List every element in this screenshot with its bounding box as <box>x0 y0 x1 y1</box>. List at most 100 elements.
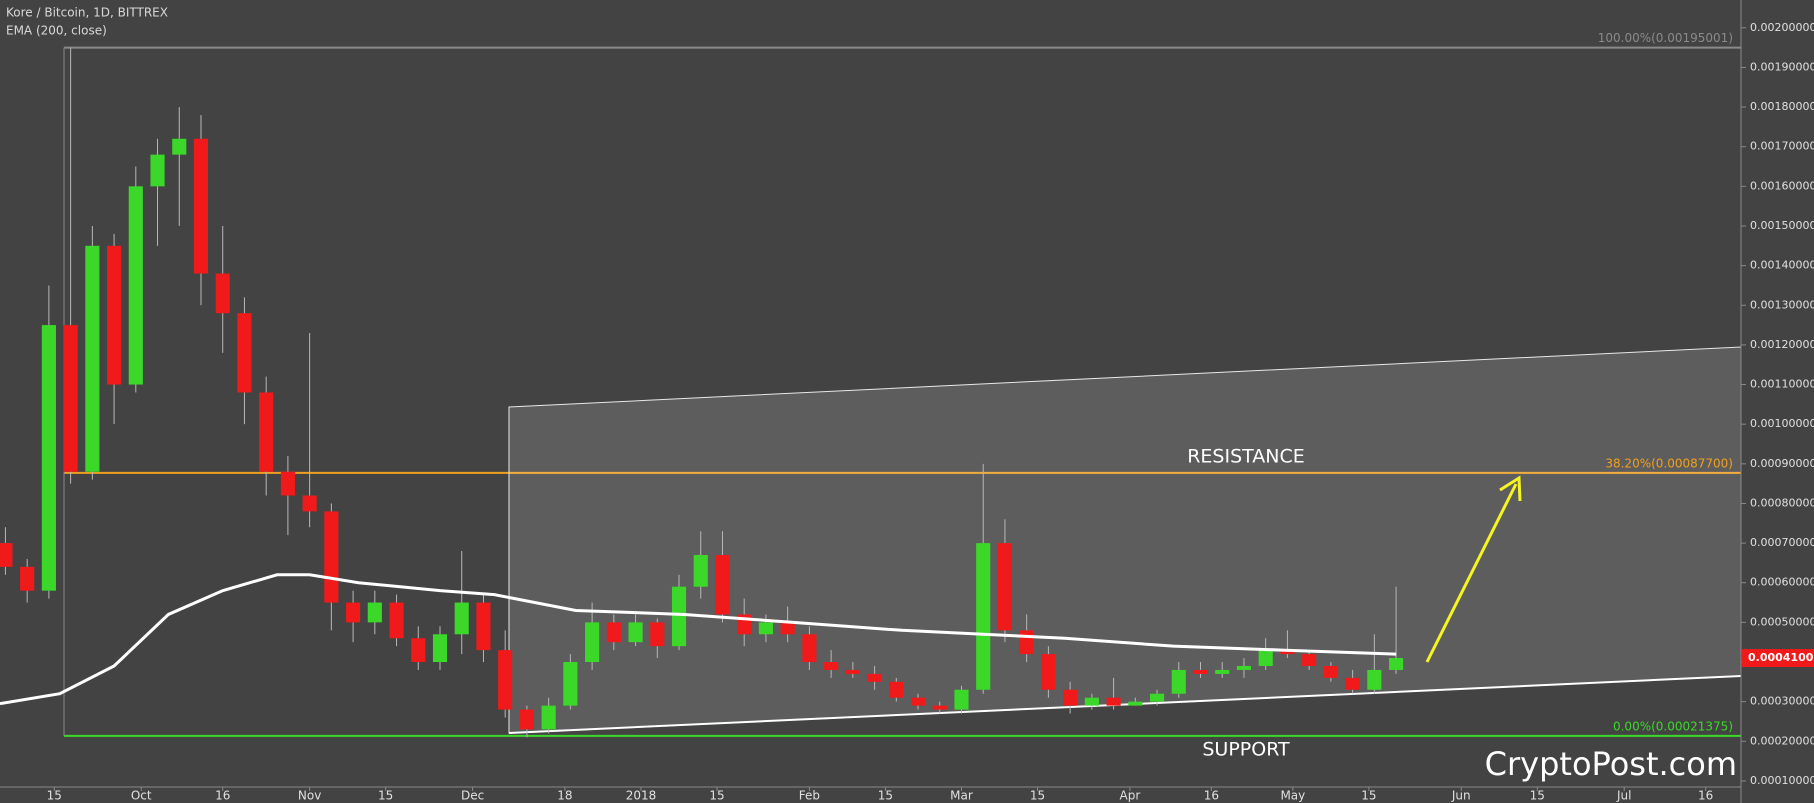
x-tick-label: Mar <box>950 789 973 803</box>
x-tick-label: 16 <box>1204 789 1219 803</box>
candle-body <box>1323 665 1338 678</box>
chart-title: Kore / Bitcoin, 1D, BITTREX <box>6 6 168 20</box>
candle-body <box>346 602 361 623</box>
candle-body <box>606 622 621 643</box>
indicator-label: EMA (200, close) <box>6 24 107 38</box>
candle-body <box>628 622 643 643</box>
candle-body <box>150 154 165 187</box>
candle-body <box>63 325 78 472</box>
y-tick-label: 0.00010000 <box>1750 774 1814 787</box>
candle-body <box>1149 693 1165 702</box>
candle-body <box>107 245 122 385</box>
y-tick-label: 0.00050000 <box>1750 615 1814 628</box>
candle-body <box>1171 669 1186 694</box>
candle-body <box>237 313 252 393</box>
candle-body <box>367 602 382 623</box>
y-tick-label: 0.00170000 <box>1750 140 1814 153</box>
candle-body <box>1302 654 1317 666</box>
y-tick-label: 0.00140000 <box>1750 259 1814 272</box>
x-tick-label: May <box>1280 789 1305 803</box>
x-tick-label: Oct <box>131 789 152 803</box>
candle-body <box>932 705 947 710</box>
candle-body <box>1258 650 1273 666</box>
fib-label: 38.20%(0.00087700) <box>1605 456 1733 470</box>
candle-body <box>585 622 600 663</box>
candle-body <box>128 186 143 385</box>
y-tick-label: 0.00190000 <box>1750 60 1814 73</box>
candle-body <box>802 634 817 663</box>
candle-body <box>1215 669 1230 674</box>
channel-support-line <box>508 675 1742 734</box>
channel <box>508 346 1742 734</box>
axes: 0.00200000 0.00190000 0.00180000 0.00170000… <box>47 21 1814 803</box>
candle-body <box>693 554 708 587</box>
candle-body <box>389 602 404 639</box>
plot-area <box>0 47 1404 738</box>
x-tick-label: Jun <box>1451 789 1471 803</box>
x-tick-label: Nov <box>298 789 321 803</box>
y-tick-label: 0.00030000 <box>1750 695 1814 708</box>
candle-body <box>910 697 926 706</box>
candle-body <box>324 511 339 603</box>
y-tick-label: 0.00130000 <box>1750 298 1814 311</box>
x-tick-label: Jul <box>1616 789 1631 803</box>
candle-body <box>193 138 209 274</box>
candle-body <box>563 662 578 706</box>
last-price-box <box>1742 649 1814 668</box>
candle-body <box>671 586 687 647</box>
fib-label: 0.00%(0.00021375) <box>1613 719 1733 733</box>
candle-body <box>41 325 56 591</box>
x-tick-label: 15 <box>47 789 62 803</box>
y-tick-label: 0.00110000 <box>1750 378 1814 391</box>
y-tick-label: 0.00020000 <box>1750 734 1814 747</box>
candle-body <box>954 689 969 710</box>
x-tick-label: Feb <box>799 789 820 803</box>
candle-body <box>824 662 839 670</box>
x-tick-label: 15 <box>378 789 393 803</box>
candle-body <box>997 543 1013 631</box>
candle-body <box>1084 697 1099 706</box>
x-tick-label: 15 <box>1530 789 1545 803</box>
y-tick-label: 0.00160000 <box>1750 179 1814 192</box>
y-tick-label: 0.00200000 <box>1750 21 1814 34</box>
x-tick-label: 15 <box>1030 789 1045 803</box>
watermark: CryptoPost.com <box>1485 745 1737 783</box>
candle-body <box>650 622 665 647</box>
x-tick-label: Dec <box>461 789 484 803</box>
arrow-head <box>1499 475 1522 502</box>
candle-body <box>1193 669 1208 674</box>
candle-body <box>1236 665 1252 670</box>
x-tick-label: 15 <box>878 789 893 803</box>
candle-body <box>889 681 904 698</box>
candle-body <box>280 471 295 496</box>
candle-body <box>454 602 469 635</box>
x-tick-label: 18 <box>557 789 572 803</box>
grid <box>63 46 1741 737</box>
y-tick-label: 0.00150000 <box>1750 219 1814 232</box>
candle-body <box>432 634 448 663</box>
candle-body <box>498 650 513 710</box>
candle-body <box>1388 658 1404 670</box>
arrow <box>1425 483 1518 663</box>
candle-body <box>20 566 35 591</box>
candle-body <box>541 705 556 730</box>
candle-body <box>867 673 882 682</box>
candle-body <box>259 392 274 472</box>
fib-label: 100.00%(0.00195001) <box>1598 31 1733 45</box>
x-tick-label: Apr <box>1120 789 1141 803</box>
y-tick-label: 0.00060000 <box>1750 576 1814 589</box>
x-tick-label: 16 <box>215 789 230 803</box>
candle-body <box>1128 701 1143 706</box>
y-tick-label: 0.00070000 <box>1750 536 1814 549</box>
candle-body <box>476 602 491 651</box>
candle-body <box>780 622 795 635</box>
candle-body <box>1063 689 1078 706</box>
x-tick-label: 15 <box>1361 789 1376 803</box>
y-tick-label: 0.00100000 <box>1750 417 1814 430</box>
x-tick-label: 15 <box>709 789 724 803</box>
candle-body <box>1345 677 1360 690</box>
candle-body <box>1367 669 1382 690</box>
